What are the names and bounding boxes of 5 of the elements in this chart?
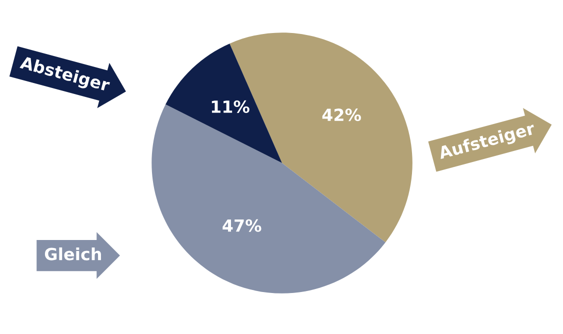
- pie-slice: [166, 44, 282, 163]
- data-label: 42%: [322, 108, 361, 122]
- data-label: 11%: [212, 100, 250, 113]
- data-label: 47%: [222, 219, 262, 232]
- slice-label: Gleich: [44, 247, 101, 260]
